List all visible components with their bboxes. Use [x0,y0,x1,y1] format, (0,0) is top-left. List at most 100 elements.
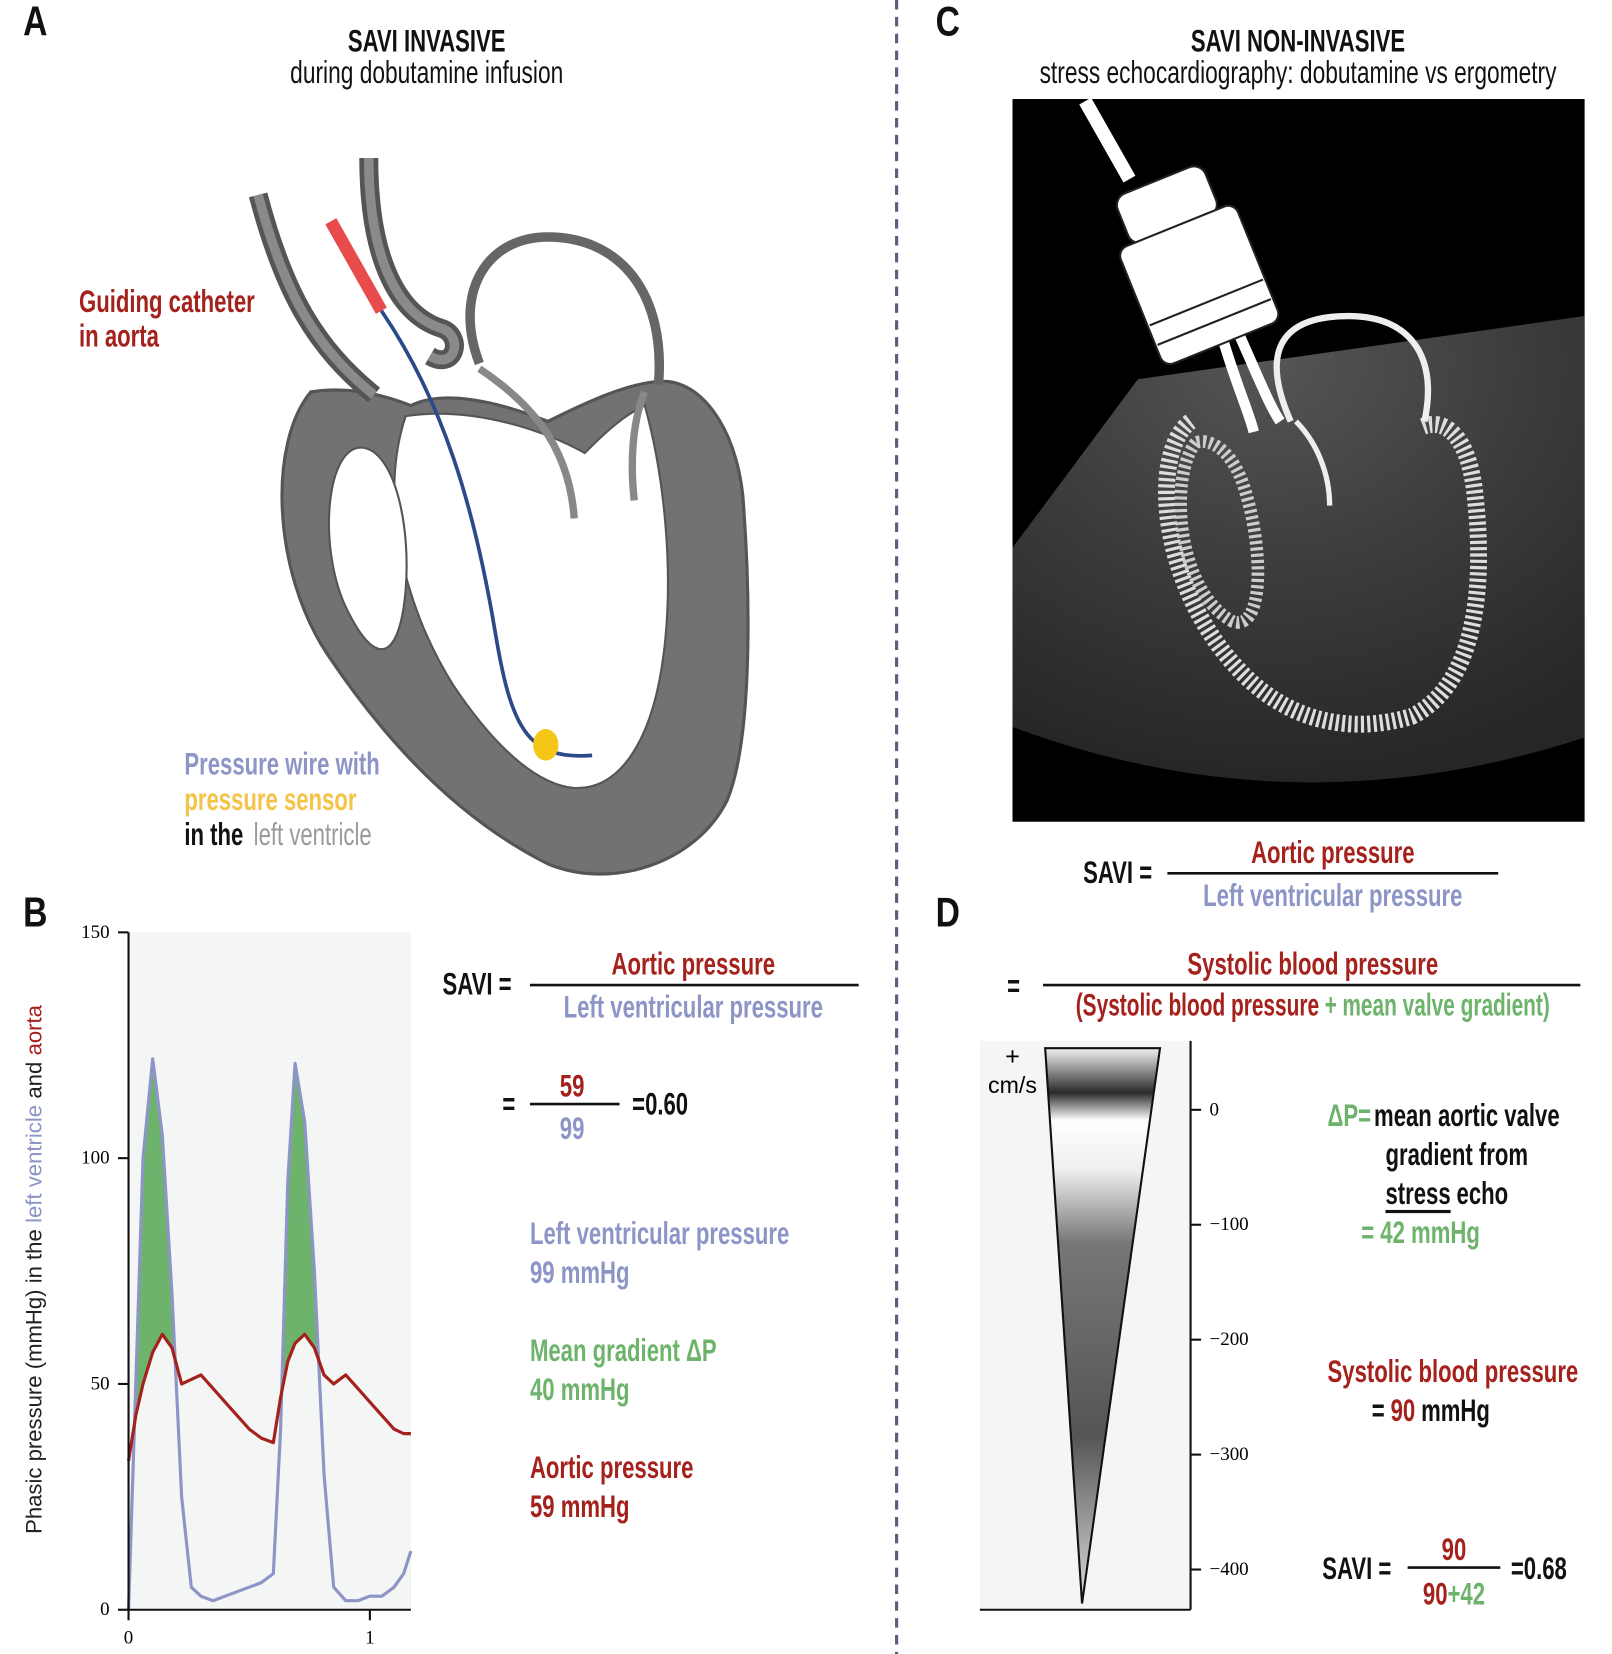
reading-label: Aortic pressure [530,1449,693,1485]
probe-body [1119,204,1280,366]
savi-numerator: 90 [1442,1531,1467,1567]
panel-letter-part: B [23,889,47,936]
y-tick-label: 0 [100,1599,109,1620]
wire-label: Pressure wire with [184,745,379,781]
y-axis-label-part: left ventricle [21,1105,46,1223]
formula-denominator: Left ventricular pressure [564,988,823,1024]
heart-diagram [248,158,750,876]
gradient-mask [128,1334,411,1610]
panel-letter-part: D [936,889,960,936]
wire-label: pressure sensor [184,781,356,817]
wire-label-part: pressure sensor [184,781,356,817]
panel-title-part: SAVI INVASIVE [348,22,506,58]
x-tick-label: 0 [124,1628,133,1649]
calc-numerator: 59 [560,1067,585,1103]
echo-atrium [1174,435,1265,629]
calc-numerator-part: 59 [560,1067,585,1103]
formula-numerator-part: Aortic pressure [1251,833,1414,869]
valve-leaflet [477,365,578,519]
formula-denominator-part: Left ventricular pressure [1203,876,1462,912]
systolic-note-part: Systolic blood pressure [1328,1353,1579,1389]
echo-image [1012,97,1585,822]
aorta-wall [253,193,378,399]
pressure-sensor [533,729,559,761]
series-line [126,1332,411,1461]
aorta-wall [364,158,460,365]
formula-denominator-part: + [1325,987,1337,1022]
panel-subtitle-part: during dobutamine infusion [290,54,563,90]
probe-line [1157,298,1272,346]
panel-letter-part: A [23,0,47,45]
panel-title: SAVI NON-INVASIVE [1191,22,1405,58]
probe-line [1149,278,1264,327]
reading-label: Left ventricular pressure [530,1215,789,1251]
y-axis-label-part: Phasic pressure (mmHg) in the [21,1229,46,1534]
valve-leaflet [628,390,649,501]
panel-title-part: SAVI NON-INVASIVE [1191,22,1405,58]
left-atrium [327,446,408,651]
systolic-value-part: = [1372,1392,1385,1428]
wire-label: in the left ventricle [184,815,371,851]
probe-cable [1079,97,1136,183]
reading-value-part: 99 mmHg [530,1254,630,1290]
savi-denominator-part: 90 [1423,1575,1448,1611]
savi-denominator: 90+42 [1423,1575,1485,1611]
formula-equals-part: = [1007,967,1020,1003]
doppler-direction: + [1005,1043,1020,1071]
savi-lhs-part: SAVI = [1322,1550,1391,1586]
gradient-note-part: stress [1385,1175,1450,1211]
reading-label-part: Mean gradient ΔP [530,1332,717,1368]
echo-arch [1273,312,1432,423]
gradient-note-part: gradient from [1385,1136,1528,1172]
guiding-catheter [325,218,387,314]
echo-sector [1012,316,1585,783]
savi-result: =0.68 [1511,1550,1567,1586]
formula-denominator-part: Left ventricular pressure [564,988,823,1024]
doppler-envelope [1044,1047,1162,1604]
y-axis-label-part: and [21,1062,46,1099]
panel-letter: A [23,0,47,45]
gradient-note: ΔP=mean aortic valve [1328,1097,1560,1133]
y-tick-label: 100 [81,1148,109,1169]
formula-equals: = [1007,967,1020,1003]
gradient-note: gradient from [1385,1136,1528,1172]
systolic-value-part: mmHg [1421,1392,1490,1428]
gradient-result: = 42 mmHg [1361,1214,1480,1250]
doppler-tick-label: −300 [1210,1444,1249,1465]
formula-denominator: Left ventricular pressure [1203,876,1462,912]
savi-numerator-part: 90 [1442,1531,1467,1567]
catheter-label-part: in aorta [79,317,160,353]
echo-leaflet [1294,419,1333,506]
x-tick-label: 1 [365,1628,374,1649]
formula-numerator-part: Systolic blood pressure [1187,945,1438,981]
echo-ventricle [1158,414,1487,733]
gradient-note-part: mean aortic valve [1374,1097,1560,1133]
calc-equals: = [502,1085,515,1121]
calc-denominator-part: 99 [560,1109,585,1145]
catheter-label: in aorta [79,317,160,353]
doppler-tick-label: 0 [1210,1099,1219,1120]
doppler-tick-label: −400 [1210,1559,1249,1580]
reading-value: 59 mmHg [530,1487,630,1523]
formula-numerator: Aortic pressure [612,945,775,981]
gradient-note: stress echo [1385,1175,1508,1211]
reading-value: 99 mmHg [530,1254,630,1290]
doppler-unit: cm/s [988,1072,1037,1098]
doppler-image [979,1040,1192,1611]
panel-subtitle-part: stress echocardiography: dobutamine vs e… [1040,54,1557,90]
formula-numerator: Aortic pressure [1251,833,1414,869]
catheter-label: Guiding catheter [79,282,255,318]
formula-denominator-part: mean valve gradient) [1342,987,1549,1022]
y-axis-label-part: aorta [21,1004,46,1055]
wire-label-part: Pressure wire with [184,745,379,781]
formula-lhs: SAVI = [443,965,512,1001]
formula-denominator-part: (Systolic blood pressure [1076,987,1319,1022]
calc-result-part: =0.60 [632,1085,688,1121]
panel-letter: B [23,889,47,936]
reading-label-part: Aortic pressure [530,1449,693,1485]
formula-lhs-part: SAVI = [1083,853,1152,889]
panel-letter: C [936,0,960,45]
savi-result-part: =0.68 [1511,1550,1567,1586]
calc-denominator: 99 [560,1109,585,1145]
reading-value-part: 40 mmHg [530,1371,630,1407]
